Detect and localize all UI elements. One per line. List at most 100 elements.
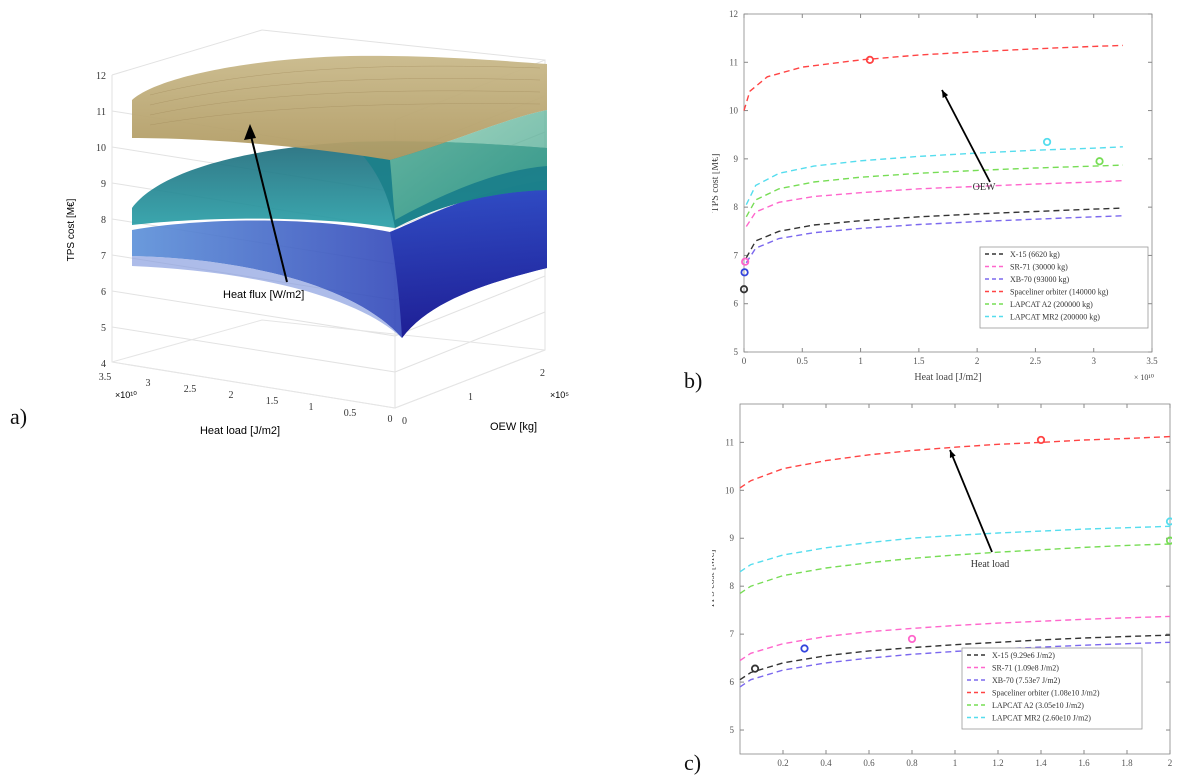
series-line — [739, 634, 1171, 681]
legend-label: LAPCAT A2 (200000 kg) — [1010, 300, 1093, 309]
y-tick-label: 11 — [725, 437, 734, 447]
x-tick-label: 1.4 — [1035, 758, 1047, 768]
y-tick: 1 — [468, 392, 473, 403]
annotation-arrowhead — [942, 90, 949, 98]
x-tick-label: 1.2 — [992, 758, 1003, 768]
annotation-arrow — [941, 89, 991, 183]
legend-label: Spaceliner orbiter (140000 kg) — [1010, 288, 1109, 297]
x-tick-label: 0.5 — [797, 356, 809, 366]
x-axis-label: Heat load [J/m2] — [914, 372, 981, 383]
annotation-label: Heat load — [971, 559, 1010, 570]
y-ticks: 0 1 2 — [402, 368, 545, 427]
legend-box — [961, 647, 1143, 730]
legend-label: Spaceliner orbiter (1.08e10 J/m2) — [992, 689, 1100, 698]
x-ticks: 3.5 3 2.5 2 1.5 1 0.5 0 — [99, 372, 393, 425]
x-tick-label: 2.5 — [1030, 356, 1042, 366]
legend-label: XB-70 (7.53e7 J/m2) — [992, 676, 1061, 685]
data-marker — [750, 664, 760, 673]
series-line — [739, 525, 1171, 573]
chart-b-heat-load: 5 6 7 8 9 10 11 12 0 0.5 1 1.5 2 2.5 3 3.5 Heat load [J/… — [712, 9, 1158, 383]
z-tick: 9 — [101, 179, 106, 190]
x-tick: 0 — [388, 414, 393, 425]
y-axis-label: TPS cost [M€] — [712, 154, 721, 213]
legend-label: LAPCAT MR2 (200000 kg) — [1010, 313, 1100, 322]
data-marker — [1095, 157, 1104, 166]
legend-label: X-15 (6620 kg) — [1010, 250, 1060, 259]
data-marker — [1042, 137, 1052, 147]
x-tick-label: 1.5 — [913, 356, 925, 366]
x-tick-label: 0.6 — [863, 758, 875, 768]
y-tick-label: 10 — [725, 485, 735, 495]
x-tick-label: 1.8 — [1121, 758, 1133, 768]
y-axis-label: OEW [kg] — [490, 421, 537, 433]
data-marker — [907, 634, 917, 644]
series-line — [739, 641, 1171, 688]
annotation-arrowhead — [949, 450, 956, 458]
annotation-arrow — [949, 449, 993, 553]
surface-gold — [132, 55, 547, 160]
x-axis-label: Heat load [J/m2] — [200, 425, 280, 437]
y-tick-label: 8 — [734, 202, 739, 212]
annotation-arrow-a — [244, 124, 288, 283]
x-tick-label: 0.4 — [820, 758, 832, 768]
x-tick: 2 — [229, 390, 234, 401]
series-line — [745, 215, 1123, 264]
legend-label: SR-71 (1.09e8 J/m2) — [992, 664, 1059, 673]
x-exponent: ×10¹⁰ — [115, 390, 137, 400]
y-tick-label: 10 — [729, 106, 739, 116]
x-tick-label: 1 — [858, 356, 863, 366]
series-line — [739, 543, 1171, 594]
series-line — [743, 44, 1123, 111]
y-exponent: ×10⁵ — [550, 390, 569, 400]
y-tick-label: 11 — [729, 57, 738, 67]
y-tick-label: 6 — [730, 677, 735, 687]
data-marker — [741, 257, 750, 266]
z-tick: 5 — [101, 323, 106, 334]
panel-label-b: b) — [684, 368, 703, 393]
data-marker — [1036, 435, 1046, 445]
panel-label-a: a) — [10, 404, 28, 429]
series-line — [745, 207, 1123, 259]
legend-label: LAPCAT A2 (3.05e10 J/m2) — [992, 701, 1084, 710]
z-tick: 4 — [101, 359, 106, 370]
panel-label-c: c) — [684, 750, 702, 775]
series-line — [745, 146, 1123, 206]
y-tick-label: 12 — [729, 9, 738, 19]
y-axis-label: TPS cost [M€] — [712, 550, 717, 609]
x-tick-label: 2 — [1168, 758, 1172, 768]
series-line — [745, 179, 1123, 227]
chart-a-surface: Heat flux [W/m2] 12 11 10 9 8 7 6 5 4 TP… — [66, 29, 569, 437]
y-tick: 2 — [540, 368, 545, 379]
data-marker — [1165, 517, 1172, 526]
z-tick: 12 — [96, 71, 106, 82]
x-tick: 1 — [309, 402, 314, 413]
z-tick: 6 — [101, 287, 106, 298]
y-tick-label: 5 — [730, 725, 735, 735]
y-tick-label: 8 — [730, 581, 735, 591]
x-tick-label: 2 — [975, 356, 980, 366]
y-tick-label: 7 — [730, 629, 735, 639]
annotation-label: OEW — [973, 182, 996, 193]
x-tick-label: 3 — [1091, 356, 1096, 366]
x-tick: 1.5 — [266, 396, 279, 407]
y-tick-label: 7 — [734, 250, 739, 260]
z-ticks: 12 11 10 9 8 7 6 5 4 — [96, 71, 106, 370]
plot-frame — [743, 13, 1153, 353]
z-axis-label: TPS cost [M€] — [66, 198, 77, 261]
x-tick: 3 — [146, 378, 151, 389]
series-line — [745, 164, 1123, 218]
x-tick-label: 0.2 — [777, 758, 788, 768]
x-tick: 3.5 — [99, 372, 112, 383]
y-tick-label: 9 — [734, 154, 739, 164]
y-tick-label: 9 — [730, 533, 735, 543]
z-tick: 8 — [101, 215, 106, 226]
z-tick: 11 — [96, 107, 106, 118]
y-tick-label: 5 — [734, 347, 739, 357]
y-tick-label: 6 — [734, 299, 739, 309]
annotation-heat-flux: Heat flux [W/m2] — [223, 289, 304, 301]
y-tick: 0 — [402, 416, 407, 427]
data-marker — [1165, 536, 1172, 545]
legend-box — [979, 246, 1149, 329]
x-tick: 2.5 — [184, 384, 197, 395]
